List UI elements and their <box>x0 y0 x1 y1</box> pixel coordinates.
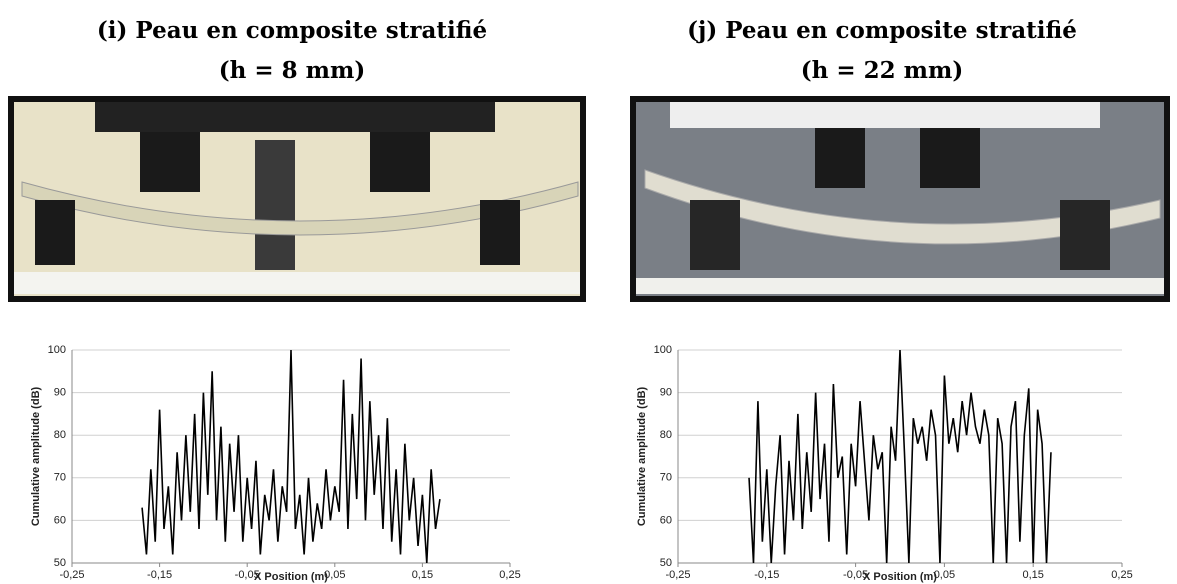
x-tick-label: -0,05 <box>843 569 868 581</box>
x-tick-label: 0,15 <box>1022 569 1043 581</box>
panel-title: (i) Peau en composite stratifié <box>97 17 487 44</box>
x-tick-label: -0,25 <box>59 569 84 581</box>
y-tick-label: 70 <box>660 472 672 484</box>
x-tick-label: -0,25 <box>665 569 690 581</box>
x-tick-label: -0,15 <box>147 569 172 581</box>
x-tick-label: -0,15 <box>754 569 779 581</box>
x-tick-label: 0,15 <box>412 569 433 581</box>
y-tick-label: 100 <box>48 344 66 356</box>
photo-right <box>630 96 1170 302</box>
panel-title: (j) Peau en composite stratifié <box>687 17 1077 44</box>
x-axis-label: X Position (m) <box>863 571 937 583</box>
plots: (i) Peau en composite stratifié (h = 8 mm… <box>30 17 1133 583</box>
y-tick-label: 80 <box>54 429 66 441</box>
x-tick-label: 0,05 <box>324 569 345 581</box>
y-tick-label: 50 <box>54 557 66 569</box>
y-axis-label: Cumulative amplitude (dB) <box>636 386 648 526</box>
y-tick-label: 60 <box>54 514 66 526</box>
data-line <box>748 349 1052 564</box>
x-tick-label: 0,25 <box>1111 569 1132 581</box>
y-tick-label: 80 <box>660 429 672 441</box>
y-tick-label: 50 <box>660 557 672 569</box>
data-line <box>141 349 441 564</box>
panel-subtitle: (h = 22 mm) <box>801 57 963 84</box>
x-tick-label: 0,25 <box>499 569 520 581</box>
y-axis-label: Cumulative amplitude (dB) <box>30 386 42 526</box>
y-tick-label: 60 <box>660 514 672 526</box>
y-tick-label: 90 <box>660 387 672 399</box>
y-tick-label: 100 <box>654 344 672 356</box>
x-tick-label: -0,05 <box>235 569 260 581</box>
y-tick-label: 70 <box>54 472 66 484</box>
photo-left <box>8 96 586 302</box>
x-axis-label: X Position (m) <box>254 571 328 583</box>
y-tick-label: 90 <box>54 387 66 399</box>
panel-subtitle: (h = 8 mm) <box>219 57 365 84</box>
x-tick-label: 0,05 <box>934 569 955 581</box>
